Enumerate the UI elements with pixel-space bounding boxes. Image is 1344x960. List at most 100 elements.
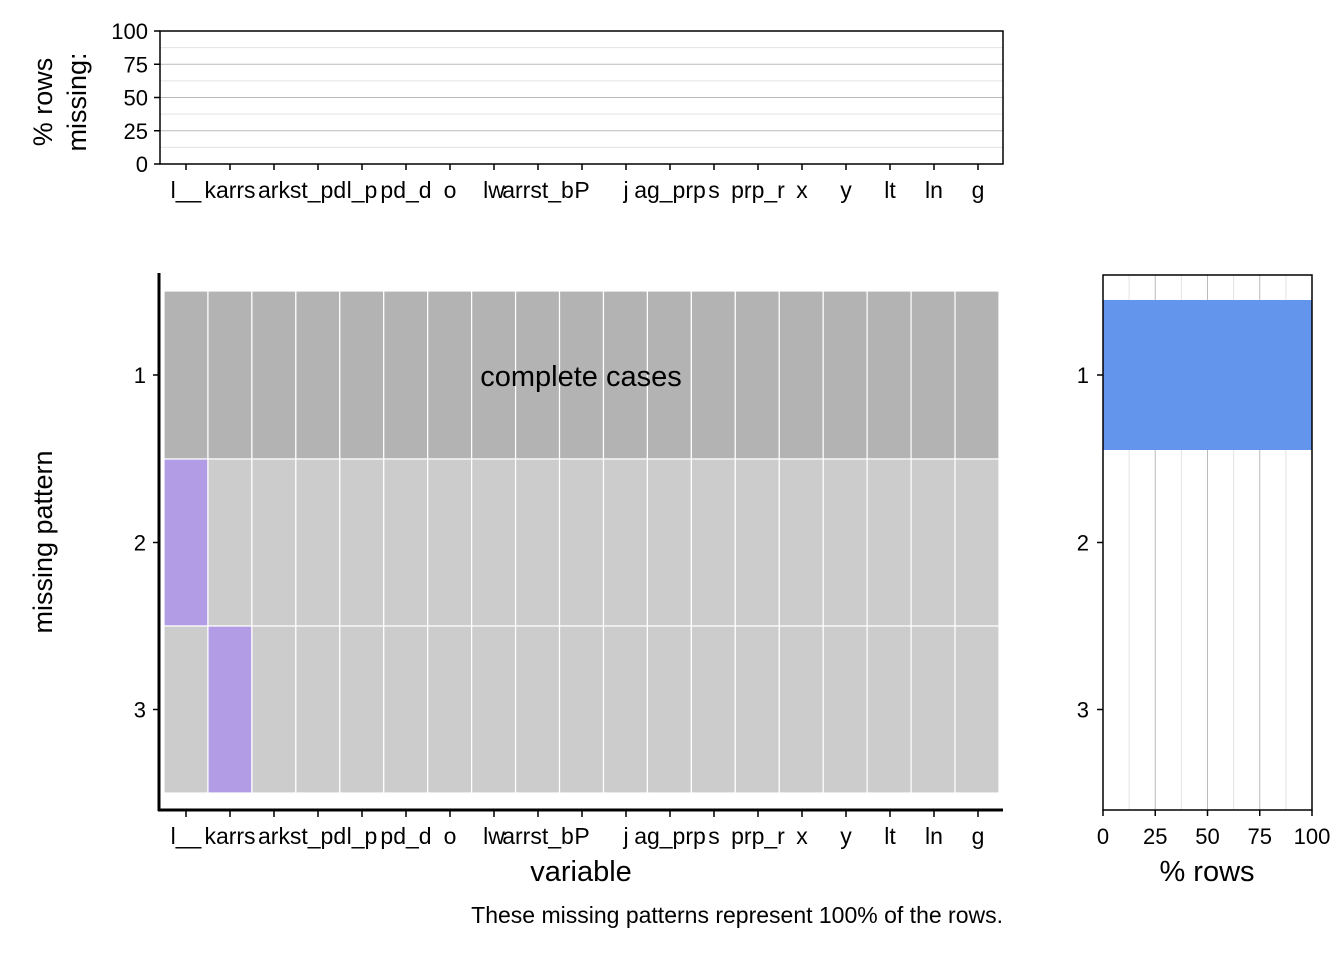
main-x-tick-label: y — [840, 823, 852, 849]
observed-cell — [295, 290, 341, 460]
main-x-tick-label: st_pd — [290, 823, 346, 849]
observed-cell — [383, 625, 429, 794]
observed-cell — [646, 625, 692, 794]
main-x-tick-label: pd_d — [380, 823, 431, 849]
observed-cell — [822, 290, 868, 460]
main-x-tick-label: ag_prp — [634, 823, 706, 849]
top-y-tick-label: 25 — [124, 119, 148, 144]
top-x-tick-label: ark — [258, 177, 290, 203]
observed-cell — [207, 458, 253, 627]
top-x-tick-label: karrs — [204, 177, 255, 203]
observed-cell — [602, 625, 649, 794]
main-x-tick-label: g — [972, 823, 985, 849]
top-x-tick-label: j — [622, 177, 628, 203]
observed-cell — [910, 625, 956, 794]
right-x-tick-label: 75 — [1248, 824, 1272, 849]
observed-cell — [954, 458, 1000, 627]
observed-cell — [251, 290, 297, 460]
main-x-tick-label: karrs — [204, 823, 255, 849]
top-y-tick-label: 0 — [136, 152, 148, 177]
observed-cell — [558, 625, 605, 794]
top-x-tick-label: lw — [483, 177, 505, 203]
observed-cell — [295, 458, 341, 627]
observed-cell — [866, 625, 912, 794]
main-x-tick-label: ark — [258, 823, 290, 849]
observed-cell — [690, 290, 736, 460]
main-x-tick-label: s — [708, 823, 720, 849]
observed-cell — [558, 290, 605, 460]
observed-cell — [514, 458, 561, 627]
caption: These missing patterns represent 100% of… — [471, 902, 1003, 928]
observed-cell — [646, 458, 692, 627]
observed-cell — [822, 625, 868, 794]
main-x-tick-label: ln — [925, 823, 943, 849]
observed-cell — [954, 290, 1000, 460]
observed-cell — [163, 290, 209, 460]
right-x-tick-label: 0 — [1097, 824, 1109, 849]
missing-cell — [207, 625, 253, 794]
observed-cell — [910, 290, 956, 460]
main-x-axis-label: variable — [530, 856, 632, 888]
top-x-tick-label: y — [840, 177, 852, 203]
observed-cell — [471, 625, 517, 794]
observed-cell — [163, 625, 209, 794]
main-y-tick-label: 1 — [134, 363, 146, 388]
observed-cell — [251, 625, 297, 794]
top-x-tick-label: P — [574, 177, 589, 203]
observed-cell — [734, 625, 780, 794]
top-x-tick-label: lt — [884, 177, 896, 203]
observed-cell — [954, 625, 1000, 794]
observed-cell — [690, 458, 736, 627]
main-y-axis-label: missing pattern — [28, 450, 58, 633]
observed-cell — [734, 458, 780, 627]
top-x-tick-label: arrst_b — [502, 177, 574, 203]
observed-cell — [471, 290, 517, 460]
main-x-tick-label: l_p — [347, 823, 378, 849]
observed-cell — [602, 290, 649, 460]
main-x-tick-label: o — [444, 823, 457, 849]
top-y-axis-label: % rows missing: — [28, 52, 92, 151]
main-y-tick-label: 3 — [134, 698, 146, 723]
main-x-tick-label: P — [574, 823, 589, 849]
top-x-tick-label: s — [708, 177, 720, 203]
main-x-tick-label: j — [622, 823, 628, 849]
observed-cell — [910, 458, 956, 627]
observed-cell — [383, 458, 429, 627]
main-y-tick-label: 2 — [134, 531, 146, 556]
top-y-tick-label: 75 — [124, 52, 148, 77]
observed-cell — [514, 290, 561, 460]
main-x-tick-label: prp_r — [731, 823, 785, 849]
complete-cases-annotation: complete cases — [480, 361, 682, 393]
observed-cell — [427, 458, 473, 627]
right-y-tick-label: 3 — [1077, 698, 1089, 723]
observed-cell — [251, 458, 297, 627]
top-x-tick-label: ag_prp — [634, 177, 706, 203]
right-x-axis-label: % rows — [1159, 856, 1254, 888]
top-x-tick-label: pd_d — [380, 177, 431, 203]
observed-cell — [822, 458, 868, 627]
top-y-tick-label: 100 — [111, 19, 148, 44]
observed-cell — [778, 290, 824, 460]
observed-cell — [295, 625, 341, 794]
observed-cell — [778, 625, 824, 794]
observed-cell — [427, 625, 473, 794]
observed-cell — [339, 458, 385, 627]
top-x-tick-label: prp_r — [731, 177, 785, 203]
observed-cell — [339, 625, 385, 794]
observed-cell — [207, 290, 253, 460]
top-x-tick-label: st_pd — [290, 177, 346, 203]
observed-cell — [383, 290, 429, 460]
observed-cell — [471, 458, 517, 627]
observed-cell — [778, 458, 824, 627]
missing-cell — [163, 458, 209, 627]
main-x-tick-label: lw — [483, 823, 505, 849]
top-x-tick-label: x — [796, 177, 808, 203]
observed-cell — [558, 458, 605, 627]
top-x-tick-label: ln — [925, 177, 943, 203]
row-percent-bar — [1103, 300, 1312, 450]
observed-cell — [427, 290, 473, 460]
top-x-tick-label: l_p — [347, 177, 378, 203]
main-x-tick-label: lt — [884, 823, 896, 849]
observed-cell — [339, 290, 385, 460]
